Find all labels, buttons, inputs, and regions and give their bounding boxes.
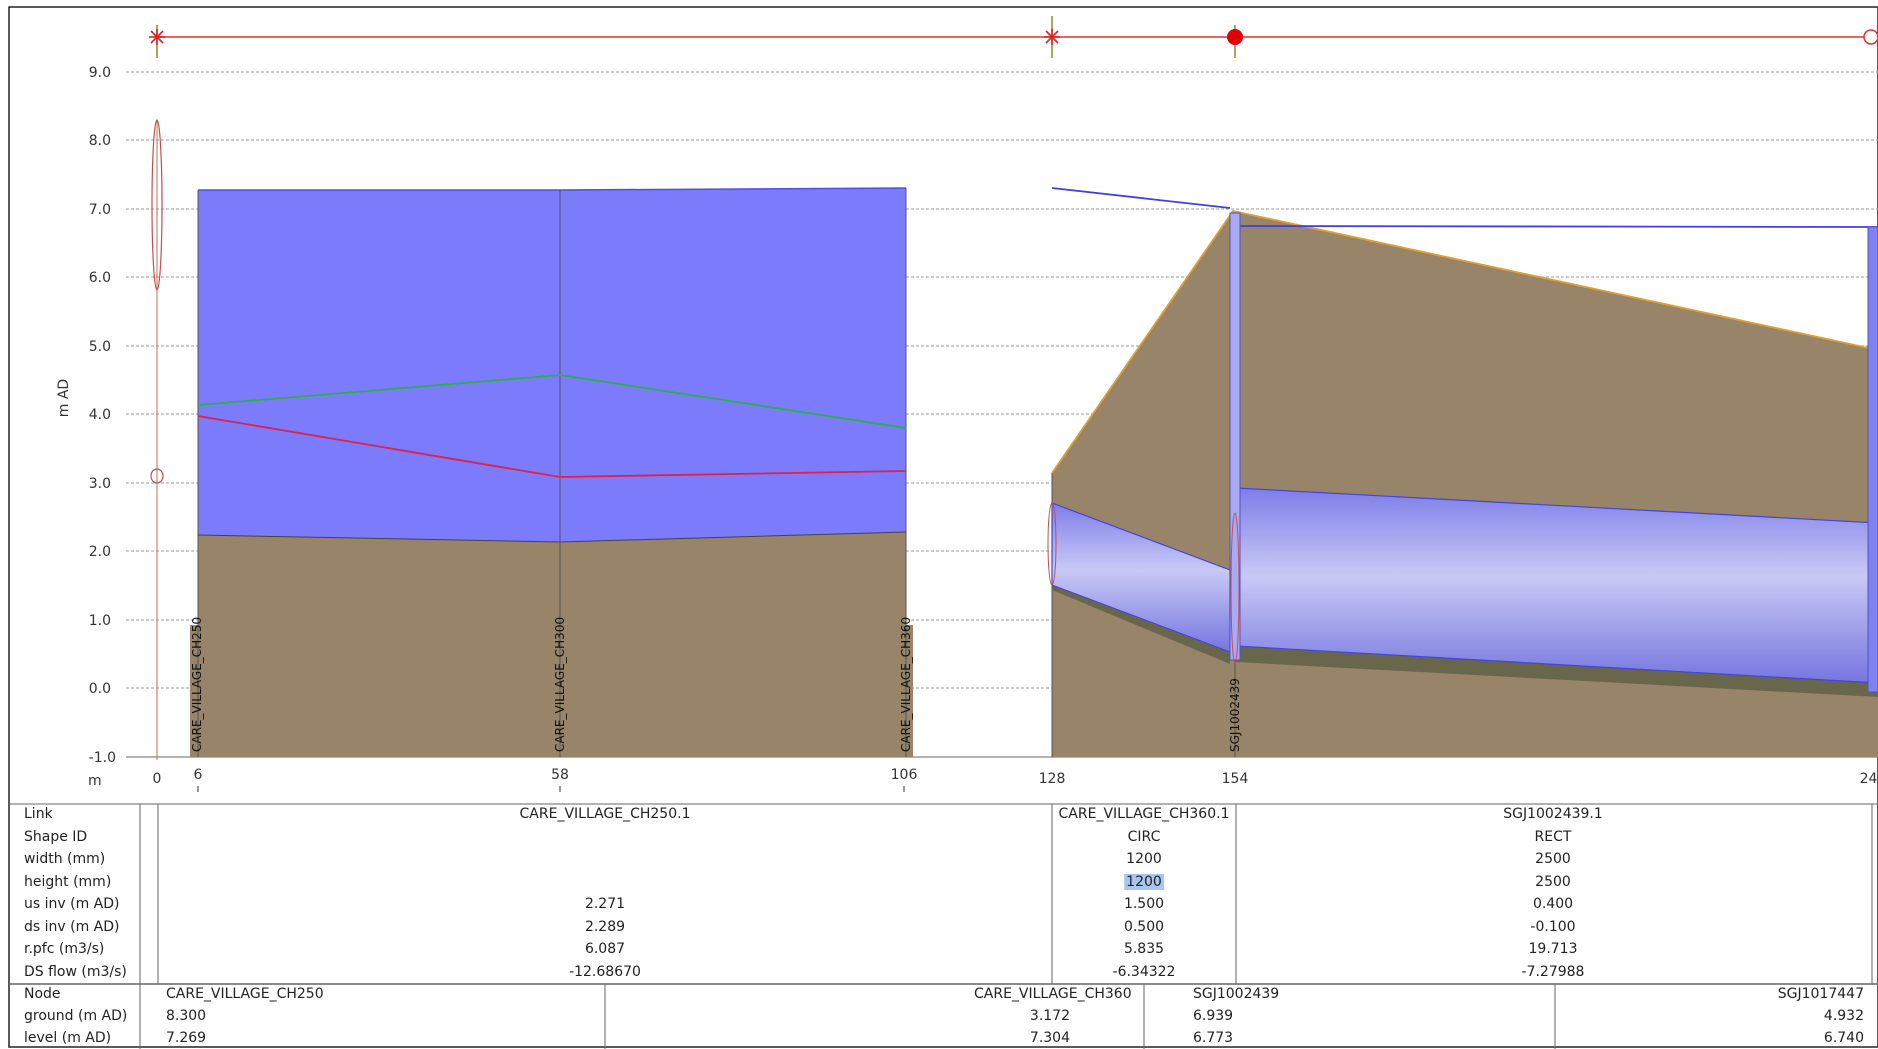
row-label: Node [24, 986, 61, 1002]
node-marker-strip [149, 16, 1878, 58]
red-level-line [197, 415, 907, 478]
table-cell[interactable]: 1.500 [1123, 896, 1165, 912]
y-tick-label: 6.0 [89, 270, 111, 286]
y-tick-label: -1.0 [89, 750, 116, 766]
channel-section-right [1047, 187, 1878, 757]
node-name-cell[interactable]: SGJ1002439 [1193, 986, 1280, 1002]
y-tick-label: 2.0 [89, 544, 111, 560]
x-tick-label: 244 [1860, 771, 1878, 787]
row-label: ground (m AD) [24, 1008, 128, 1024]
circle-node-icon [1863, 29, 1878, 45]
data-table-grid [10, 803, 1878, 1049]
table-cell[interactable]: 2.271 [584, 896, 626, 912]
asterisk-icon [149, 29, 165, 45]
channel-section-left [190, 187, 913, 757]
table-cell[interactable]: 7.269 [166, 1030, 207, 1046]
table-cell[interactable]: 2500 [1535, 851, 1571, 867]
table-cell[interactable]: 3.172 [1029, 1008, 1070, 1024]
water-fill [198, 188, 906, 542]
row-label: r.pfc (m3/s) [24, 941, 105, 957]
x-tick-label: 58 [551, 767, 569, 783]
table-cell[interactable]: CIRC [1127, 829, 1161, 845]
node-label[interactable]: CARE_VILLAGE_CH250 [190, 617, 204, 752]
ellipse-icon [1047, 502, 1057, 586]
row-label: Link [24, 806, 53, 822]
table-cell[interactable]: 0.400 [1532, 896, 1574, 912]
row-label: height (mm) [24, 874, 112, 890]
x-axis-label: m [88, 773, 102, 789]
row-label: ds inv (m AD) [24, 919, 120, 935]
table-cell[interactable]: 7.304 [1029, 1030, 1070, 1046]
ground-fill [190, 625, 913, 757]
water-level-line [1233, 225, 1878, 228]
node-name-cell[interactable]: CARE_VILLAGE_CH360 [974, 986, 1132, 1002]
x-tick-label: 154 [1222, 771, 1249, 787]
table-cell[interactable]: 6.740 [1823, 1030, 1864, 1046]
y-tick-label: 1.0 [89, 613, 111, 629]
y-tick-label: 7.0 [89, 202, 111, 218]
row-label: Shape ID [24, 829, 88, 845]
x-tick-label: 128 [1039, 771, 1066, 787]
table-cell[interactable]: 8.300 [166, 1008, 207, 1024]
ellipse-icon [151, 119, 163, 291]
table-cell[interactable]: 5.835 [1123, 941, 1165, 957]
culvert-base [1236, 645, 1878, 697]
selected-node-icon[interactable] [1227, 29, 1243, 45]
node-name-cell[interactable]: SGJ1017447 [1777, 986, 1864, 1002]
ground-line [1051, 209, 1878, 474]
x-tick-label: 6 [194, 767, 203, 783]
table-cell[interactable]: 1200 [1126, 851, 1162, 867]
table-cell[interactable]: -12.68670 [569, 964, 641, 980]
y-tick-label: 8.0 [89, 133, 111, 149]
y-tick-label: 3.0 [89, 476, 111, 492]
ground-fill [198, 532, 906, 625]
asterisk-icon [1044, 29, 1060, 45]
x-axis: m 0 6 58 106 128 154 244 [88, 767, 1878, 792]
table-cell[interactable]: 6.773 [1193, 1030, 1234, 1046]
link-name-cell[interactable]: CARE_VILLAGE_CH360.1 [1058, 806, 1230, 822]
table-cell[interactable]: -7.27988 [1521, 964, 1585, 980]
y-tick-label: 4.0 [89, 407, 111, 423]
frame-border [8, 6, 1878, 1048]
circle-icon [150, 468, 164, 484]
green-level-line [197, 374, 907, 429]
table-cell[interactable]: 6.939 [1193, 1008, 1234, 1024]
node-label[interactable]: SGJ1002439 [1228, 678, 1242, 752]
manhole-shaft [1867, 226, 1878, 693]
node-label[interactable]: CARE_VILLAGE_CH300 [553, 617, 567, 752]
y-axis-label: m AD [56, 379, 72, 417]
table-cell[interactable]: 4.932 [1823, 1008, 1864, 1024]
table-cell[interactable]: 19.713 [1528, 941, 1578, 957]
table-cell[interactable]: 2.289 [584, 919, 626, 935]
table-cell[interactable]: -6.34322 [1112, 964, 1176, 980]
water-level-line [1051, 187, 1231, 209]
y-tick-label: 5.0 [89, 339, 111, 355]
link-name-cell[interactable]: CARE_VILLAGE_CH250.1 [519, 806, 691, 822]
table-cell[interactable]: 2500 [1535, 874, 1571, 890]
table-cell[interactable]: RECT [1534, 829, 1572, 845]
rectangular-culvert [1236, 488, 1878, 683]
circular-pipe [1052, 503, 1230, 652]
table-cell-selected[interactable]: 1200 [1124, 874, 1164, 890]
x-tick-label: 106 [891, 767, 918, 783]
node-label[interactable]: CARE_VILLAGE_CH360 [899, 617, 913, 752]
ellipse-icon [1230, 512, 1240, 664]
x-tick-label: 0 [153, 771, 162, 787]
table-cell[interactable]: 6.087 [584, 941, 626, 957]
y-tick-label: 0.0 [89, 681, 111, 697]
row-label: level (m AD) [24, 1030, 112, 1046]
table-cell[interactable]: 0.500 [1123, 919, 1165, 935]
selected-value[interactable]: 1200 [1124, 874, 1164, 890]
bed-line [197, 531, 907, 543]
link-name-cell[interactable]: SGJ1002439.1 [1503, 806, 1603, 822]
node-name-cell[interactable]: CARE_VILLAGE_CH250 [166, 986, 324, 1002]
row-label: us inv (m AD) [24, 896, 120, 912]
y-tick-label: 9.0 [89, 65, 111, 81]
row-label: DS flow (m3/s) [24, 964, 127, 980]
table-cell[interactable]: -0.100 [1530, 919, 1576, 935]
node-marker-left [150, 119, 164, 760]
row-label: width (mm) [24, 851, 106, 867]
